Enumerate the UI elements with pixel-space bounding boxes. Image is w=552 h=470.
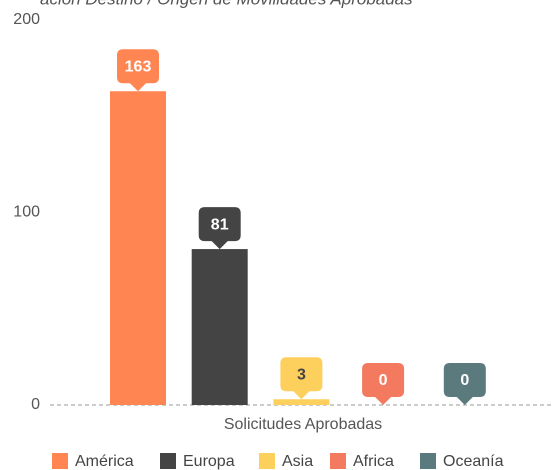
callout [198, 207, 241, 250]
callout [117, 49, 159, 92]
legend-swatch [420, 453, 436, 469]
y-tick-label: 200 [13, 11, 40, 28]
callout [280, 357, 323, 400]
x-tick-label: Solicitudes Aprobadas [224, 416, 382, 433]
legend-label: Africa [353, 453, 394, 470]
legend-swatch [160, 453, 176, 469]
legend-swatch [259, 453, 275, 469]
bar [110, 91, 166, 405]
y-tick-label: 0 [31, 396, 40, 413]
data-label: 0 [379, 372, 388, 389]
legend-label: América [75, 453, 134, 470]
callout [443, 363, 486, 405]
y-tick-label: 100 [13, 204, 40, 221]
legend-label: Europa [183, 453, 235, 470]
bar [273, 399, 330, 405]
data-label: 3 [297, 366, 306, 383]
callout [362, 363, 405, 405]
legend-swatch [52, 453, 68, 469]
data-label: 163 [125, 58, 152, 75]
legend-label: Oceanía [443, 453, 504, 470]
legend-label: Asia [282, 453, 313, 470]
data-label: 81 [211, 216, 229, 233]
chart-title: ación Destino / Origen de Movilidades Ap… [40, 0, 413, 8]
data-label: 0 [460, 372, 469, 389]
legend-swatch [330, 453, 346, 469]
bar [191, 249, 248, 405]
